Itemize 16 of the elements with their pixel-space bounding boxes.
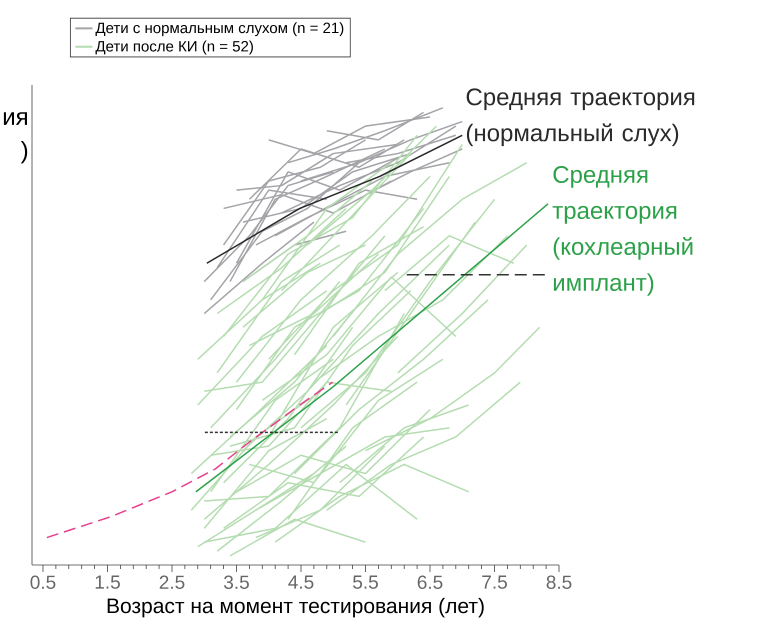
x-tick-label: 5.5 — [353, 576, 378, 589]
annotation: Средняя траектория (нормальный слух) — [466, 88, 694, 146]
x-tick-label: 6.5 — [418, 576, 442, 589]
x-tick-label: 2.5 — [160, 576, 184, 589]
legend-label: Дети после КИ (n = 52) — [96, 40, 253, 55]
x-tick-label: 1.5 — [96, 576, 120, 589]
x-tick-label: 7.5 — [482, 576, 507, 589]
text: ия — [4, 112, 27, 125]
x-tick-label: 8.5 — [546, 576, 572, 589]
text: ) — [20, 141, 28, 164]
x-tick-label: 4.5 — [288, 576, 314, 589]
x-axis-title: Возраст на момент тестирования (лет) — [108, 598, 484, 618]
annotation: Средняя траектория (кохлеарный имплант) — [552, 166, 692, 296]
x-tick-label: 3.5 — [224, 576, 249, 589]
x-tick-label: 0.5 — [30, 576, 56, 589]
legend-label: Дети с нормальным слухом (n = 21) — [96, 22, 344, 36]
